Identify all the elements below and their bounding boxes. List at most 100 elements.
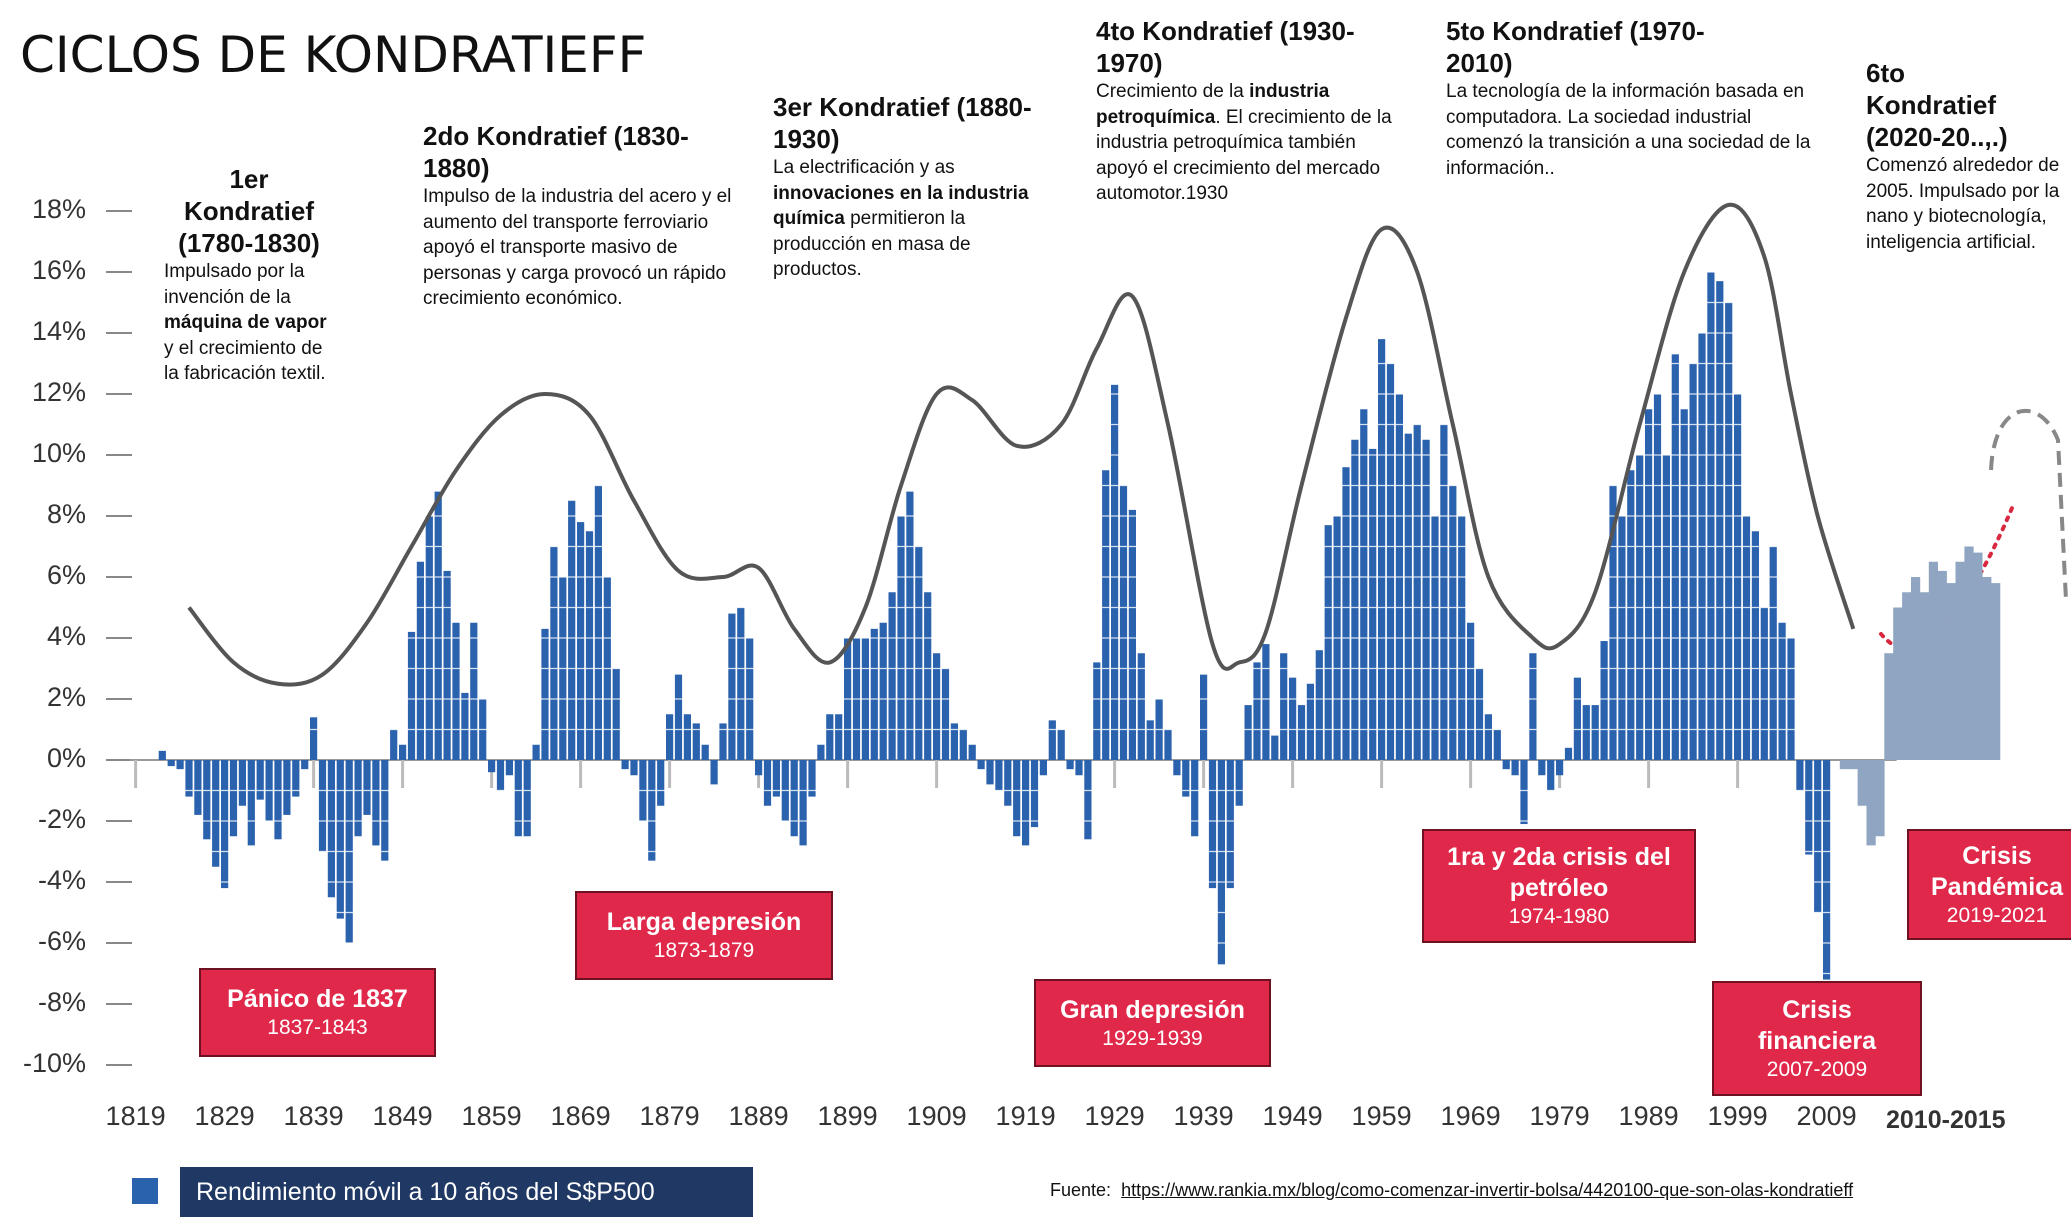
crisis-years: 1929-1939 xyxy=(1102,1026,1203,1050)
bar xyxy=(1582,705,1590,760)
bar xyxy=(941,668,950,760)
bar xyxy=(808,760,816,797)
bar xyxy=(167,760,175,767)
bar xyxy=(701,744,709,760)
bar xyxy=(790,760,798,837)
x-tick-label: 2009 xyxy=(1797,1101,1857,1131)
projection-bar xyxy=(1893,607,1903,760)
projection-bar xyxy=(1982,577,1992,760)
bar xyxy=(1440,424,1448,760)
bar xyxy=(1013,760,1021,837)
y-tick-label: 14% xyxy=(32,316,86,346)
bar xyxy=(906,491,914,760)
bar xyxy=(630,760,638,776)
bar xyxy=(1805,760,1813,855)
source-link[interactable]: https://www.rankia.mx/blog/como-comenzar… xyxy=(1121,1180,1854,1200)
bar xyxy=(1475,668,1484,760)
bar xyxy=(1716,281,1724,760)
bar xyxy=(1137,653,1145,760)
crisis-years: 2007-2009 xyxy=(1766,1057,1868,1081)
bar xyxy=(1600,641,1608,760)
bar xyxy=(1769,546,1777,760)
crisis-box: Gran depresión 1929-1939 xyxy=(1034,979,1271,1067)
projection-bar xyxy=(1946,583,1956,760)
bar xyxy=(977,760,985,770)
bar xyxy=(1111,384,1119,760)
crisis-title: Crisis Pandémica xyxy=(1930,841,2063,901)
y-tick-label: 0% xyxy=(47,743,86,773)
bar xyxy=(1004,760,1012,806)
annotation-body: Impulsado por la invención de la máquina… xyxy=(164,259,339,387)
bar xyxy=(399,744,407,760)
bar xyxy=(933,653,941,760)
bar xyxy=(683,714,691,760)
bar xyxy=(1119,485,1128,760)
bar xyxy=(1173,760,1181,776)
y-tick-label: 8% xyxy=(47,499,86,529)
annotation-text: Impulso de la industria del acero y el a… xyxy=(423,186,732,309)
x-tick-label: 1919 xyxy=(996,1101,1056,1131)
bar xyxy=(870,628,878,760)
bar xyxy=(176,760,184,770)
forecast-dashed xyxy=(1989,409,2068,601)
projection-bar xyxy=(1911,577,1921,760)
bar xyxy=(318,760,327,852)
bar xyxy=(461,692,469,760)
annotation: 1er Kondratief (1780-1830) Impulsado por … xyxy=(164,163,339,387)
bar xyxy=(674,674,683,760)
bar xyxy=(514,760,522,837)
bar xyxy=(1164,729,1172,760)
bar xyxy=(1235,760,1243,806)
crisis-box: 1ra y 2da crisis del petróleo 1974-1980 xyxy=(1422,829,1696,943)
y-tick-label: -4% xyxy=(38,865,86,895)
bar xyxy=(1413,424,1421,760)
bar xyxy=(1564,747,1573,760)
bar xyxy=(194,760,202,815)
bar xyxy=(1796,760,1804,791)
crisis-box: Crisis financiera 2007-2009 xyxy=(1712,981,1922,1096)
bar xyxy=(835,714,843,760)
bar xyxy=(1751,531,1759,760)
x-tick-label: 1859 xyxy=(462,1101,522,1131)
bar xyxy=(310,717,318,760)
crisis-years: 2019-2021 xyxy=(1946,903,2048,927)
bar xyxy=(1680,409,1688,760)
bar xyxy=(1324,525,1332,760)
annotation-title: 5to Kondratief (1970-2010) xyxy=(1446,16,1705,78)
bar xyxy=(1217,760,1225,965)
annotation-text: Comenzó alrededor de 2005. Impulsado por… xyxy=(1866,155,2060,253)
projection-bar xyxy=(1964,546,1974,760)
projection-bar xyxy=(1875,760,1885,837)
x-tick-label: 1899 xyxy=(818,1101,878,1131)
y-tick-label: 12% xyxy=(32,377,86,407)
annotation-body: La electrificación y as innovaciones en … xyxy=(773,155,1063,283)
bar xyxy=(915,546,923,760)
bar xyxy=(158,750,166,760)
cycle-curve xyxy=(187,202,1856,687)
bar xyxy=(879,622,887,760)
bar xyxy=(452,622,460,760)
x-tick-label: 1829 xyxy=(195,1101,255,1131)
bar xyxy=(728,613,736,760)
bar xyxy=(817,744,825,760)
x-tick-label: 1999 xyxy=(1708,1101,1768,1131)
x-tick-label: 1889 xyxy=(729,1101,789,1131)
source: Fuente: https://www.rankia.mx/blog/como-… xyxy=(1050,1180,1853,1201)
x-tick-label: 1909 xyxy=(907,1101,967,1131)
bar xyxy=(1422,439,1430,760)
crisis-years: 1873-1879 xyxy=(653,939,755,962)
legend-label: Rendimiento móvil a 10 años del S$P500 xyxy=(180,1167,753,1217)
x-tick-label: 1969 xyxy=(1441,1101,1501,1131)
projection-bar xyxy=(1848,760,1858,770)
projection-bar xyxy=(1928,561,1938,760)
bar xyxy=(1627,470,1635,760)
crisis-title: Crisis financiera xyxy=(1757,995,1877,1055)
bar xyxy=(1467,622,1475,760)
bar xyxy=(692,723,700,760)
bar xyxy=(1511,760,1519,776)
bar xyxy=(968,744,976,760)
bar xyxy=(1200,674,1208,760)
bar xyxy=(1306,683,1314,760)
bar xyxy=(1778,622,1786,760)
